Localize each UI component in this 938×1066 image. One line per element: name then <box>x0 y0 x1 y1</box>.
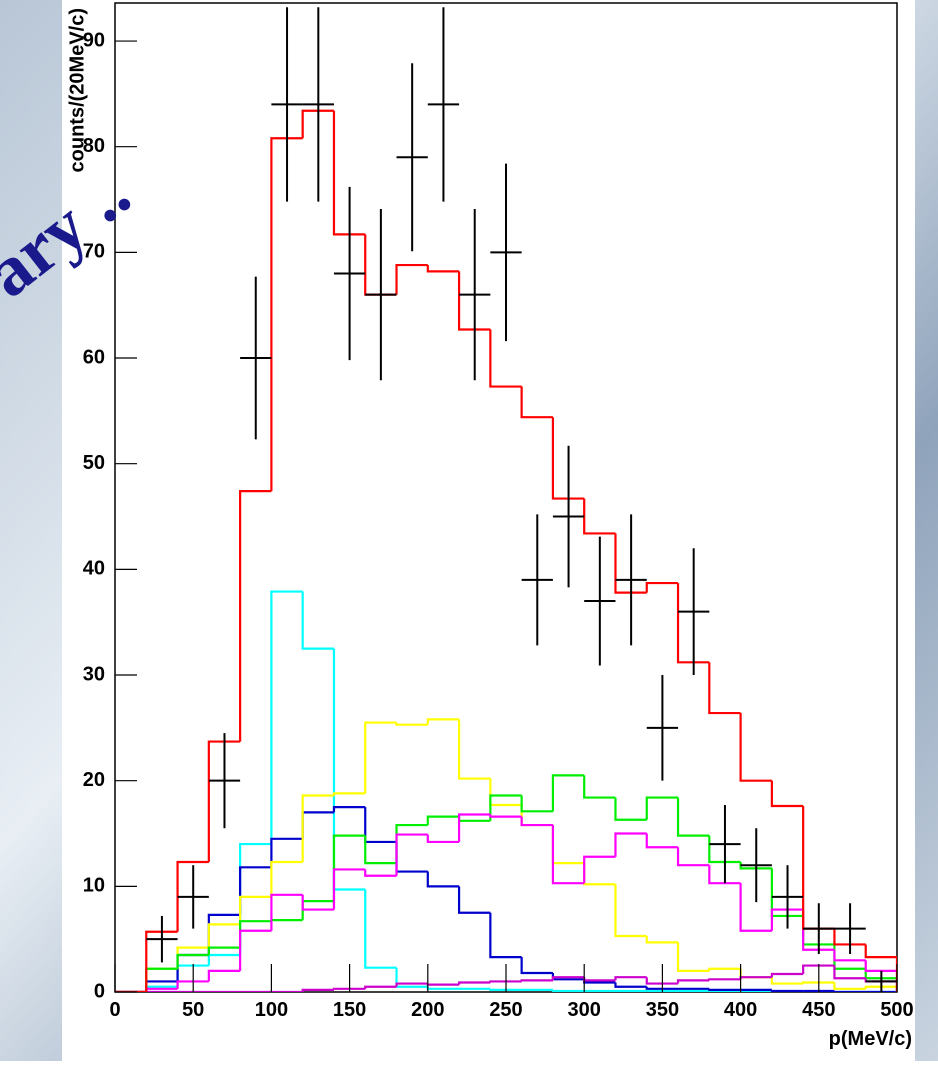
histogram-step <box>709 979 740 980</box>
x-tick-label: 400 <box>724 999 757 1021</box>
y-tick-label: 30 <box>83 663 105 685</box>
y-tick-label: 80 <box>83 135 105 157</box>
x-tick-label: 100 <box>255 999 288 1021</box>
x-tick-label: 350 <box>646 999 679 1021</box>
x-tick-label: 500 <box>880 999 913 1021</box>
x-tick-label: 200 <box>411 999 444 1021</box>
x-tick-label: 0 <box>109 999 120 1021</box>
histogram-step <box>553 990 584 991</box>
y-tick-label: 60 <box>83 346 105 368</box>
histogram-step <box>522 980 553 981</box>
histogram-step <box>834 991 865 992</box>
x-tick-label: 250 <box>489 999 522 1021</box>
chart: counts/(20MeV/c) p(MeV/c) ary .. 0102030… <box>0 0 938 1061</box>
y-tick-label: 50 <box>83 452 105 474</box>
x-tick-label: 50 <box>182 999 204 1021</box>
histogram-step <box>772 990 803 991</box>
x-tick-label: 450 <box>802 999 835 1021</box>
y-tick-label: 70 <box>83 241 105 263</box>
y-tick-label: 10 <box>83 875 105 897</box>
x-axis-label: p(MeV/c) <box>829 1028 912 1050</box>
y-tick-label: 90 <box>83 29 105 51</box>
histogram-step <box>709 989 740 990</box>
histogram-step <box>709 991 740 992</box>
histogram-step <box>271 920 302 921</box>
page: counts/(20MeV/c) p(MeV/c) ary .. 0102030… <box>0 0 938 1061</box>
y-tick-label: 40 <box>83 558 105 580</box>
x-tick-label: 150 <box>333 999 366 1021</box>
y-tick-label: 20 <box>83 769 105 791</box>
histogram-step <box>428 984 459 985</box>
y-tick-label: 0 <box>94 980 105 1002</box>
x-tick-label: 300 <box>568 999 601 1021</box>
